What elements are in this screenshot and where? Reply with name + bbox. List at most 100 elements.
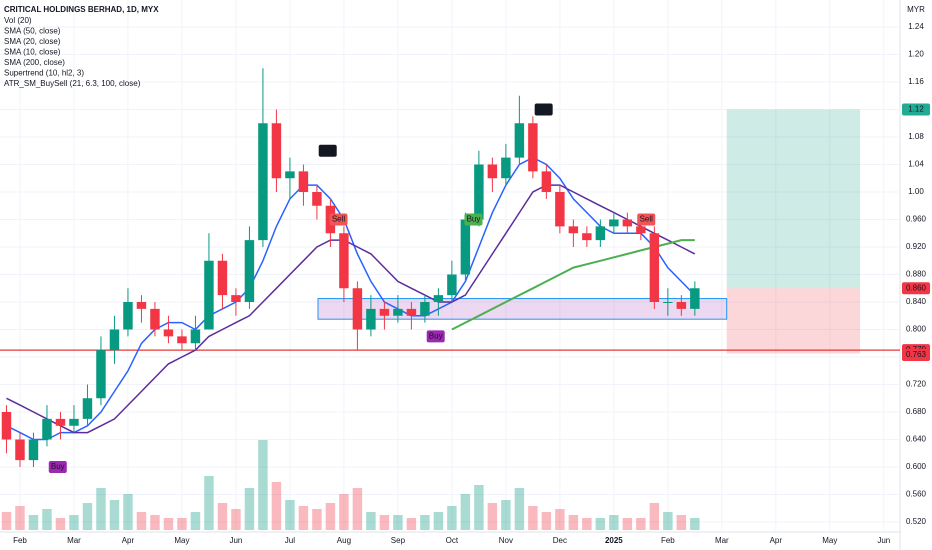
volume-bar — [555, 509, 565, 530]
candle-body — [690, 288, 700, 309]
x-tick-label: Feb — [661, 536, 675, 545]
volume-bar — [663, 512, 673, 530]
volume-bar — [1, 512, 12, 530]
x-tick-label: Apr — [122, 536, 135, 545]
candle-body — [514, 123, 525, 158]
candle-body — [663, 302, 673, 303]
candle-body — [136, 302, 147, 309]
candle-body — [676, 302, 687, 309]
candle-body — [177, 336, 187, 344]
signal-text: Sell — [321, 146, 335, 155]
candle-body — [109, 329, 120, 351]
signal-label — [534, 103, 553, 116]
volume-bar — [690, 518, 700, 530]
volume-bar — [15, 506, 25, 530]
x-tick-label: Aug — [337, 536, 351, 545]
volume-bar — [514, 488, 525, 530]
volume-bar — [433, 512, 444, 530]
volume-bar — [474, 485, 484, 530]
volume-bar — [393, 515, 403, 530]
volume-bar — [366, 512, 376, 530]
candle-body — [366, 308, 376, 330]
candle-body — [352, 288, 363, 330]
x-tick-label: Mar — [67, 536, 81, 545]
candle-body — [244, 240, 255, 302]
candle-body — [447, 274, 457, 296]
signal-text: Buy — [51, 462, 65, 471]
candle-body — [1, 412, 12, 440]
y-tick-label: 0.920 — [906, 242, 927, 251]
volume-bar — [541, 512, 552, 530]
volume-bar — [528, 506, 538, 530]
indicator-label: ATR_SM_BuySell (21, 6.3, 100, close) — [4, 79, 141, 88]
candle-body — [379, 308, 390, 316]
volume-bar — [285, 500, 295, 530]
candle-body — [636, 226, 646, 234]
currency-label: MYR — [907, 5, 925, 14]
candle-body — [204, 260, 214, 330]
candle-body — [582, 233, 592, 241]
candle-body — [339, 233, 349, 289]
volume-bar — [109, 500, 120, 530]
volume-bar — [55, 518, 66, 530]
signal-text: Sell — [640, 215, 654, 224]
y-tick-label: 0.680 — [906, 407, 927, 416]
volume-bar — [352, 488, 363, 530]
x-tick-label: Feb — [13, 536, 27, 545]
signal-label — [329, 213, 348, 226]
sma-line — [6, 184, 696, 434]
price-tag-label: 0.763 — [906, 350, 927, 359]
candle-body — [123, 302, 133, 330]
volume-bar — [501, 500, 511, 530]
candle-body — [258, 123, 268, 241]
signal-text: Buy — [467, 215, 481, 224]
y-tick-label: 0.960 — [906, 215, 927, 224]
volume-bar — [96, 488, 106, 530]
volume-bar — [582, 518, 592, 530]
x-tick-label: Jun — [877, 536, 890, 545]
candle-body — [541, 171, 552, 192]
y-tick-label: 0.520 — [906, 517, 927, 526]
volume-bar — [42, 509, 52, 530]
candle-body — [568, 226, 579, 234]
indicator-label: Vol (20) — [4, 16, 32, 25]
y-tick-label: 0.880 — [906, 270, 927, 279]
volume-bar — [339, 494, 349, 530]
support-zone — [317, 298, 728, 320]
volume-bar — [163, 518, 174, 530]
volume-bar — [649, 503, 660, 530]
y-tick-label: 0.840 — [906, 297, 927, 306]
y-tick-label: 0.640 — [906, 435, 927, 444]
candle-body — [69, 418, 79, 426]
chart-title: CRITICAL HOLDINGS BERHAD, 1D, MYX — [4, 5, 159, 14]
price-tag-label: 0.860 — [906, 283, 927, 292]
volume-bar — [204, 476, 214, 530]
sma-line — [6, 156, 696, 441]
signal-label — [426, 330, 445, 343]
price-tag — [902, 282, 930, 295]
price-tag — [902, 348, 930, 361]
candle-body — [15, 439, 25, 461]
candle-body — [433, 295, 444, 302]
candle-body — [312, 192, 322, 206]
signal-text: Sell — [332, 215, 346, 224]
candle-body — [487, 164, 498, 179]
candle-body — [406, 308, 417, 316]
volume-bar — [568, 515, 579, 530]
volume-bar — [406, 518, 417, 530]
candle-body — [82, 398, 93, 419]
y-tick-label: 0.560 — [906, 490, 927, 499]
indicator-label: Supertrend (10, hl2, 3) — [4, 69, 84, 78]
volume-bar — [595, 518, 606, 530]
candle-body — [460, 219, 471, 275]
volume-bar — [487, 503, 498, 530]
stop-zone — [726, 288, 861, 354]
indicator-label: SMA (50, close) — [4, 27, 61, 36]
x-tick-label: Jun — [229, 536, 242, 545]
y-tick-label: 1.16 — [908, 77, 924, 86]
volume-bar — [312, 509, 322, 530]
candle-body — [393, 308, 403, 316]
volume-bar — [447, 506, 457, 530]
volume-bar — [28, 515, 39, 530]
